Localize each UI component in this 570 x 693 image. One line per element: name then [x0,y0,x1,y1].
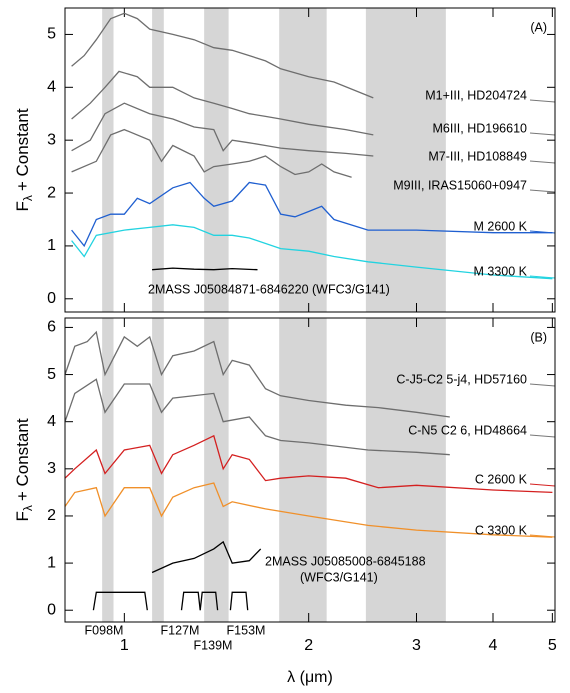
leader-line [529,132,556,136]
spectrum-line [64,482,553,538]
y-tick-label: 2 [47,507,56,524]
spectrum-line [71,128,352,178]
y-tick-label: 1 [47,554,56,571]
series-note: (WFC3/G141) [300,570,378,584]
y-axis-label-sub: λ [21,505,35,511]
y-tick-label: 0 [47,290,56,307]
leader-line [529,275,556,279]
plot-frame [64,317,556,623]
y-axis-label: Fλ + Constant [13,108,35,211]
filter-band [279,318,327,622]
y-axis-label-part: + Constant [13,108,32,191]
leader-line [529,99,556,103]
y-tick-label: 5 [47,26,56,43]
spectrum-line [64,378,450,456]
y-tick-label: 4 [47,79,56,96]
filter-label: F127M [161,623,200,637]
series-label: C-J5-C2 5-j4, HD57160 [396,372,527,386]
series-label: 2MASS J05084871-6846220 (WFC3/G141) [148,282,390,296]
leader-line [529,483,556,487]
leader-line [529,189,556,193]
filter-band [204,318,229,622]
filter-curve [180,591,201,611]
x-tick-label: 5 [548,637,557,654]
y-axis-label-part: F [13,511,32,521]
panel-label: (A) [530,20,547,34]
filter-band [152,318,164,622]
panel-label: (B) [530,330,547,344]
series-label: M 2600 K [473,219,527,233]
series-label: M 3300 K [473,264,527,278]
plot-frame [64,7,556,313]
filter-band [279,8,327,312]
leader-line [529,534,556,538]
y-axis-label: Fλ + Constant [13,418,35,521]
spectrum-line [64,434,553,494]
filter-curve [199,591,219,611]
spectrum-line [64,330,450,418]
y-tick-label: 2 [47,184,56,201]
leader-line [529,160,556,164]
spectrum-line [71,181,553,248]
spectrum-line [71,102,374,157]
y-tick-label: 4 [47,413,56,430]
spectrum-line [71,224,553,280]
filter-label: F098M [85,623,124,637]
series-label: M9III, IRAS15060+0947 [393,178,527,192]
spectrum-line [151,540,262,574]
filter-band [204,8,229,312]
y-tick-label: 6 [47,319,56,336]
x-axis-label: λ (μm) [287,669,333,686]
y-tick-label: 0 [47,601,56,618]
x-tick-label: 1 [120,637,129,654]
x-tick-label: 3 [412,637,421,654]
y-tick-label: 3 [47,131,56,148]
filter-label: F139M [194,638,233,652]
series-label: C 2600 K [475,472,528,486]
x-tick-label: 4 [489,637,498,654]
x-tick-label: 2 [304,637,313,654]
y-axis-label-part: F [13,201,32,211]
filter-label: F153M [227,623,266,637]
filter-band [365,318,446,622]
filter-curve [229,591,249,611]
leader-line [529,434,556,438]
filter-band [365,8,446,312]
y-axis-label-sub: λ [21,195,35,201]
series-label: 2MASS J05085008-6845188 [265,554,426,568]
y-tick-label: 1 [47,237,56,254]
series-label: C-N5 C2 6, HD48664 [408,423,527,437]
spectrum-line [71,70,374,136]
y-tick-label: 5 [47,366,56,383]
y-axis-label-part: + Constant [13,418,32,501]
leader-line [529,230,556,234]
series-label: M6III, HD196610 [433,121,528,135]
leader-line [529,383,556,387]
filter-curve [92,591,148,611]
series-label: M7-III, HD108849 [428,149,527,163]
filter-band [152,8,164,312]
y-tick-label: 3 [47,460,56,477]
spectrum-line [71,12,374,99]
filter-band [102,8,114,312]
series-label: M1+III, HD204724 [425,88,527,102]
spectrum-line [152,267,258,271]
series-label: C 3300 K [475,523,528,537]
